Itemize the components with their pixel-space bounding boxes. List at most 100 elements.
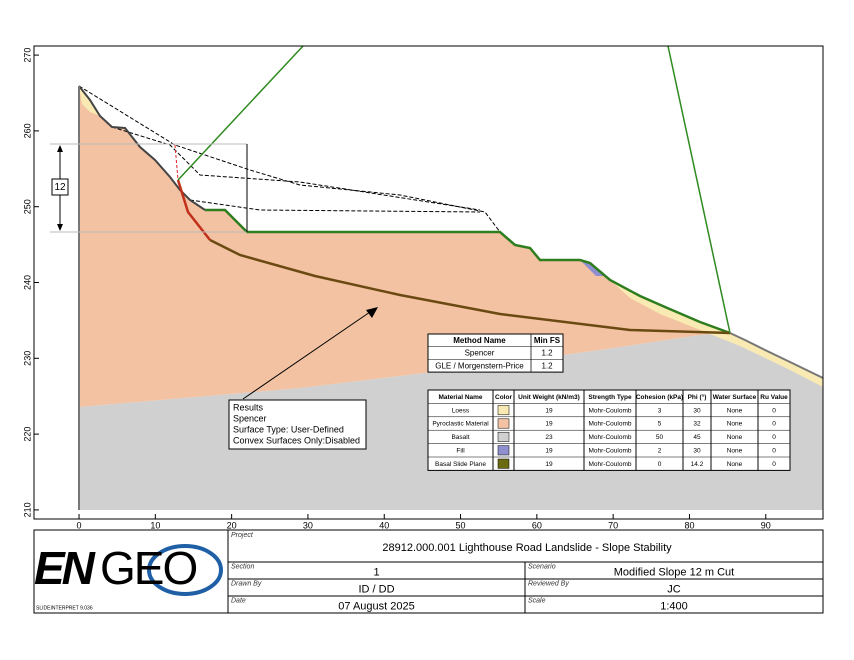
pyroclastic-region (79, 86, 730, 407)
results-line: Convex Surfaces Only:Disabled (233, 435, 360, 445)
arrow-head (57, 224, 63, 231)
table-cell: Spencer (465, 349, 495, 358)
table-cell: Pyroclastic Material (432, 421, 489, 428)
slip-center-line (667, 45, 731, 334)
table-cell: 45 (693, 434, 701, 441)
field-value: 28912.000.001 Lighthouse Road Landslide … (382, 542, 672, 554)
table-cell: Mohr-Coulomb (589, 407, 632, 414)
dimension-label: 12 (54, 182, 66, 193)
field-label: Scale (528, 597, 546, 604)
version: SLIDEINTERPRET 9.036 (36, 605, 93, 611)
field-label: Drawn By (231, 580, 262, 587)
table-cell: 19 (545, 407, 553, 414)
table-cell: 14.2 (691, 461, 704, 468)
logo-en: EN (34, 542, 96, 594)
table-cell: 19 (545, 461, 553, 468)
table-cell: Mohr-Coulomb (589, 461, 632, 468)
dashed-line (111, 126, 481, 211)
results-line: Surface Type: User-Defined (233, 424, 344, 434)
table-cell: 19 (545, 421, 553, 428)
table-cell: 30 (693, 448, 701, 455)
table-cell: Method Name (453, 336, 506, 345)
field-value: ID / DD (358, 583, 394, 595)
y-tick-label: 250 (22, 199, 32, 214)
table-cell: Mohr-Coulomb (589, 434, 632, 441)
field-label: Section (231, 563, 254, 570)
field-value: JC (667, 583, 681, 595)
table-cell: 1.2 (541, 361, 553, 370)
table-cell: 32 (693, 421, 701, 428)
table-cell: Unit Weight (kN/m3) (518, 394, 580, 401)
field-value: 07 August 2025 (338, 600, 414, 612)
table-cell: Basalt (451, 434, 469, 441)
slip-surface-upper (176, 179, 211, 241)
table-cell: 5 (658, 421, 662, 428)
color-swatch (497, 431, 510, 442)
dimension-box (51, 178, 69, 196)
table-cell: 0 (658, 461, 662, 468)
table-cell: 0 (772, 461, 776, 468)
table-cell: 2 (658, 448, 662, 455)
color-swatch (497, 405, 510, 416)
results-line: Results (233, 402, 264, 412)
table-cell: Loess (452, 407, 470, 414)
dashed-line (78, 85, 501, 233)
arrow-head (366, 307, 378, 318)
table-cell: Fill (456, 448, 465, 455)
x-tick-label: 50 (456, 520, 466, 530)
table-cell: 0 (772, 434, 776, 441)
color-swatch (497, 418, 510, 429)
x-tick-label: 30 (303, 520, 313, 530)
field-label: Scenario (528, 563, 556, 570)
table-cell: 23 (545, 434, 553, 441)
tension-crack (174, 144, 179, 181)
slip-surface (209, 238, 731, 335)
x-tick-label: 0 (77, 520, 82, 530)
table-cell: 3 (658, 407, 662, 414)
table-cell: Water Surface (713, 394, 757, 401)
x-tick-label: 90 (761, 520, 771, 530)
table-cell: Mohr-Coulomb (589, 448, 632, 455)
x-tick-label: 80 (684, 520, 694, 530)
table-cell: 0 (772, 421, 776, 428)
y-tick-label: 220 (22, 427, 32, 442)
color-swatch (497, 458, 510, 469)
table-cell: Ru Value (760, 394, 788, 401)
table-cell: Cohesion (kPa) (636, 394, 683, 401)
table-cell: Basal Slide Plane (435, 461, 486, 468)
slip-center-line (177, 45, 304, 181)
table-cell: None (727, 461, 743, 468)
field-value: 1 (373, 566, 379, 578)
y-tick-label: 210 (22, 502, 32, 517)
x-tick-label: 70 (608, 520, 618, 530)
table-cell: Mohr-Coulomb (589, 421, 632, 428)
y-tick-label: 270 (22, 48, 32, 63)
logo-geo: GEO (100, 542, 196, 594)
results-arrow (242, 311, 371, 400)
table-cell: None (727, 434, 743, 441)
x-tick-label: 10 (150, 520, 160, 530)
field-value: 1:400 (660, 600, 688, 612)
results-line: Spencer (233, 413, 267, 423)
field-value: Modified Slope 12 m Cut (614, 566, 734, 578)
table-cell: 19 (545, 448, 553, 455)
table-cell: 0 (772, 448, 776, 455)
ground-surface (729, 332, 824, 379)
table-cell: Color (495, 394, 512, 401)
ground-surface-slip (205, 208, 731, 335)
table-cell: Strength Type (588, 394, 632, 401)
field-label: Project (231, 532, 254, 539)
table-cell: GLE / Morgenstern-Price (435, 361, 524, 370)
table-cell: None (727, 421, 743, 428)
color-swatch (497, 445, 510, 456)
table-cell: Material Name (438, 394, 482, 401)
table-frame (427, 333, 564, 373)
table-cell: None (727, 448, 743, 455)
table-cell: 1.2 (541, 349, 553, 358)
logo-ring (147, 544, 223, 596)
table-cell: 50 (656, 434, 664, 441)
y-tick-label: 240 (22, 275, 32, 290)
table-cell: 0 (772, 407, 776, 414)
table-cell: Phi (°) (688, 393, 707, 401)
